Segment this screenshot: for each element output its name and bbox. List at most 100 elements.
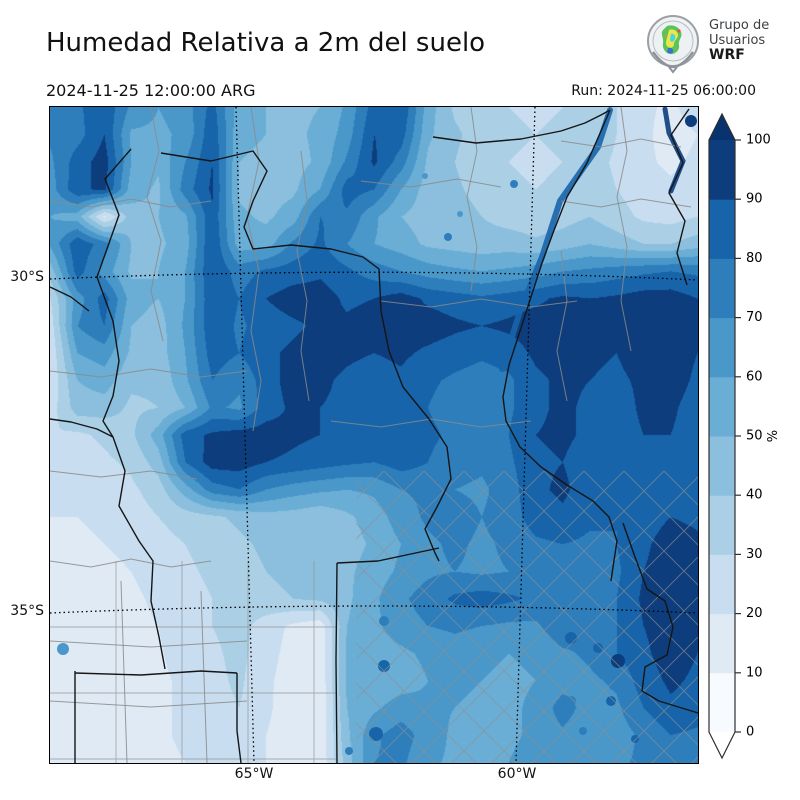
department-boundary	[651, 716, 698, 763]
plot-title: Humedad Relativa a 2m del suelo	[46, 28, 486, 58]
logo-text-line1: Grupo de	[709, 18, 770, 33]
province-boundary	[560, 138, 682, 148]
province-boundary	[360, 178, 502, 188]
humidity-field-canvas	[50, 107, 698, 763]
department-boundary	[50, 471, 184, 763]
department-boundary	[50, 471, 224, 763]
department-boundary	[383, 471, 677, 763]
map-panel	[49, 106, 699, 764]
valid-time-label: 2024-11-25 12:00:00 ARG	[46, 81, 256, 100]
department-boundary	[356, 722, 397, 763]
province-boundary	[50, 368, 248, 378]
colorbar-segment	[709, 495, 735, 555]
latitude-gridline	[50, 271, 698, 281]
department-boundary	[691, 756, 698, 763]
major-boundary	[336, 547, 440, 564]
province-boundary	[50, 700, 248, 708]
colorbar-segment	[709, 199, 735, 259]
longitude-gridline	[235, 107, 255, 763]
major-boundary	[502, 109, 618, 582]
province-boundary	[246, 107, 262, 432]
department-boundary-mesh	[50, 471, 698, 763]
lon-label: 60°W	[497, 766, 537, 782]
humidity-spot	[422, 173, 428, 179]
humidity-spot	[57, 643, 69, 655]
humidity-spot	[444, 233, 452, 241]
humidity-spot	[606, 696, 616, 706]
department-boundary	[623, 471, 698, 546]
lon-label: 65°W	[234, 766, 274, 782]
colorbar-tick-label: 0	[746, 725, 754, 740]
province-boundary	[466, 107, 478, 292]
colorbar-tick-label: 60	[746, 369, 763, 384]
department-boundary	[371, 471, 665, 763]
province-boundary	[50, 558, 212, 568]
department-boundary	[356, 562, 557, 763]
department-boundary	[543, 471, 698, 626]
major-boundary	[668, 108, 690, 286]
colorbar-segment	[709, 258, 735, 319]
department-boundary	[571, 636, 698, 763]
humidity-spot	[631, 735, 639, 743]
colorbar-over-arrow	[709, 114, 735, 140]
lat-label: 30°S	[10, 269, 44, 285]
province-boundary	[556, 250, 568, 402]
colorbar-tick-label: 40	[746, 488, 763, 503]
map-overlay-svg	[50, 107, 698, 763]
colorbar-tick-label: 10	[746, 665, 763, 680]
department-boundary	[583, 471, 698, 586]
department-boundary	[663, 471, 698, 506]
major-boundary	[50, 286, 90, 312]
humidity-spot	[379, 616, 389, 626]
colorbar-tick-label: 50	[746, 429, 763, 444]
province-boundary	[50, 198, 212, 208]
humidity-spot	[457, 211, 463, 217]
colorbar-tick-label: 90	[746, 192, 763, 207]
department-boundary	[411, 476, 698, 763]
humidity-spot	[378, 660, 390, 672]
logo-text-line3: WRF	[709, 47, 745, 63]
department-boundary	[503, 471, 698, 666]
department-boundary	[356, 602, 517, 763]
department-boundary	[356, 642, 477, 763]
major-boundary	[96, 148, 166, 670]
department-boundary	[356, 471, 625, 740]
humidity-spot	[685, 115, 697, 127]
department-boundary	[451, 516, 698, 763]
colorbar-segment	[709, 436, 735, 496]
department-boundary	[50, 471, 264, 763]
colorbar-tick-label: 80	[746, 251, 763, 266]
major-boundary	[50, 418, 114, 438]
wrf-users-group-logo: Grupo de Usuarios WRF	[645, 12, 795, 74]
run-time-label: Run: 2024-11-25 06:00:00	[571, 83, 756, 99]
province-boundary	[380, 298, 578, 308]
department-boundary	[356, 471, 425, 540]
colorbar-tick-label: 70	[746, 310, 763, 325]
department-boundary	[356, 471, 385, 500]
colorbar-under-arrow	[709, 732, 735, 758]
department-boundary	[423, 471, 698, 746]
department-boundary-mesh	[50, 561, 337, 763]
colorbar-tick-label: 20	[746, 606, 763, 621]
province-boundary	[560, 198, 692, 208]
logo-text-line2: Usuarios	[709, 33, 766, 48]
major-boundary	[236, 673, 242, 763]
colorbar-segment	[709, 672, 735, 733]
province-boundary	[50, 640, 248, 648]
department-boundary	[50, 471, 64, 763]
department-boundary	[356, 471, 505, 620]
colorbar-tick-label: 100	[746, 133, 771, 148]
humidity-spot	[510, 180, 518, 188]
latitude-gridline	[50, 605, 698, 614]
major-boundary	[335, 562, 338, 763]
department-boundary	[50, 471, 304, 763]
humidity-spot	[579, 727, 587, 735]
humidity-spot	[369, 727, 383, 741]
department-boundary	[356, 762, 357, 763]
colorbar-segment	[709, 317, 735, 378]
humidity-spot	[396, 734, 406, 744]
humidity-spot	[345, 747, 353, 755]
department-boundary	[50, 471, 104, 763]
colorbar-segment	[709, 613, 735, 674]
humidity-spot	[593, 643, 603, 653]
